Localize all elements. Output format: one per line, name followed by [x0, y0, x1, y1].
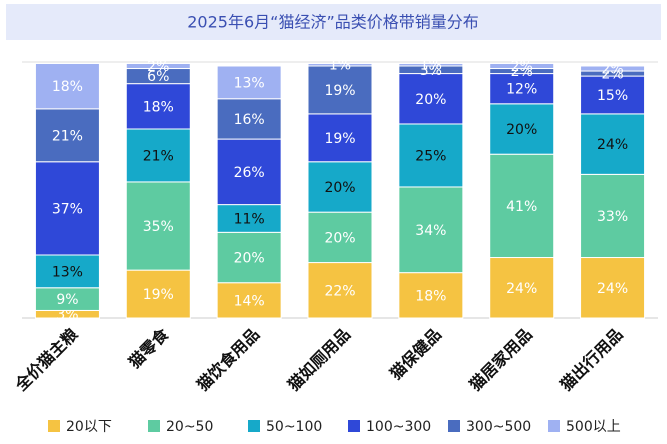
data-label: 26%: [234, 165, 265, 181]
bar-segment: [398, 186, 464, 274]
data-label: 9%: [56, 292, 78, 308]
bar-segment: [489, 257, 555, 319]
data-label: 19%: [324, 131, 355, 147]
data-label: 33%: [597, 209, 628, 225]
x-tick-label: 猫保健品: [386, 325, 445, 384]
data-label: 2%: [601, 62, 623, 78]
bar-segment: [580, 173, 646, 259]
x-tick-label: 猫居家用品: [466, 325, 536, 395]
bar-segment: [307, 62, 373, 67]
legend-swatch: [48, 420, 60, 432]
bar-segment: [489, 103, 555, 155]
legend-label: 20以下: [66, 419, 112, 435]
bar-segment: [216, 231, 282, 284]
bar-segment: [34, 254, 100, 289]
data-label: 6%: [147, 69, 169, 85]
data-label: 14%: [234, 293, 265, 309]
data-label: 2%: [147, 59, 169, 75]
data-label: 21%: [143, 148, 174, 164]
data-label: 18%: [52, 79, 83, 95]
data-label: 24%: [597, 137, 628, 153]
bar-segment: [125, 181, 191, 271]
data-label: 20%: [324, 230, 355, 246]
bar-segment: [307, 161, 373, 213]
data-label: 1%: [329, 58, 351, 74]
bar-segment: [307, 262, 373, 319]
bar-segment: [398, 272, 464, 319]
data-label: 19%: [324, 83, 355, 99]
legend-swatch: [348, 420, 360, 432]
bar-segment: [307, 65, 373, 115]
data-label: 37%: [52, 201, 83, 217]
data-label: 35%: [143, 219, 174, 235]
legend-swatch: [148, 420, 160, 432]
data-label: 24%: [506, 281, 537, 297]
data-label: 34%: [415, 223, 446, 239]
data-label: 15%: [597, 88, 628, 104]
x-tick-label: 全价猫主粮: [11, 325, 82, 396]
data-label: 13%: [234, 75, 265, 91]
data-label: 3%: [56, 307, 78, 323]
legend-label: 300~500: [466, 419, 531, 435]
data-label: 20%: [324, 180, 355, 196]
data-label: 12%: [506, 82, 537, 98]
bar-segment: [125, 83, 191, 130]
data-label: 41%: [506, 199, 537, 215]
bar-segment: [34, 161, 100, 256]
data-label: 1%: [420, 58, 442, 74]
data-label: 16%: [234, 112, 265, 128]
data-label: 20%: [506, 122, 537, 138]
legend-swatch: [248, 420, 260, 432]
x-tick-label: 猫如厕用品: [284, 325, 354, 395]
legend-swatch: [448, 420, 460, 432]
bar-segment: [216, 98, 282, 140]
data-label: 11%: [234, 211, 265, 227]
data-label: 20%: [415, 92, 446, 108]
bar-segment: [307, 211, 373, 264]
data-label: 22%: [324, 283, 355, 299]
data-label: 25%: [415, 148, 446, 164]
bar-segment: [489, 153, 555, 259]
data-label: 18%: [143, 99, 174, 115]
bar-segment: [216, 65, 282, 100]
bar-segment: [489, 62, 555, 70]
bar-segment: [216, 138, 282, 206]
data-label: 13%: [52, 264, 83, 280]
bar-segment: [580, 257, 646, 319]
legend-label: 500以上: [566, 419, 621, 435]
data-label: 19%: [143, 287, 174, 303]
data-label: 3%: [420, 63, 442, 79]
bar-segment: [580, 113, 646, 175]
bar-segment: [125, 128, 191, 183]
x-tick-label: 猫出行用品: [557, 325, 627, 395]
x-tick-label: 猫零食: [125, 324, 173, 372]
legend-label: 100~300: [366, 419, 431, 435]
data-label: 2%: [511, 59, 533, 75]
bar-segment: [307, 113, 373, 163]
legend-swatch: [548, 420, 560, 432]
bar-segment: [34, 108, 100, 163]
data-label: 18%: [415, 288, 446, 304]
legend-label: 20~50: [166, 419, 213, 435]
data-label: 21%: [52, 128, 83, 144]
bar-segment: [125, 62, 191, 70]
x-tick-label: 猫饮食用品: [193, 325, 263, 395]
data-label: 20%: [234, 251, 265, 267]
legend-label: 50~100: [266, 419, 322, 435]
bar-segment: [580, 65, 646, 72]
bar-segment: [398, 62, 464, 67]
title-banner: [6, 4, 661, 40]
bar-segment: [398, 73, 464, 125]
bar-segment: [34, 62, 100, 110]
bar-segment: [398, 123, 464, 188]
bar-segment: [125, 269, 191, 319]
data-label: 24%: [597, 281, 628, 297]
chart-title: 2025年6月“猫经济”品类价格带销量分布: [187, 13, 478, 32]
